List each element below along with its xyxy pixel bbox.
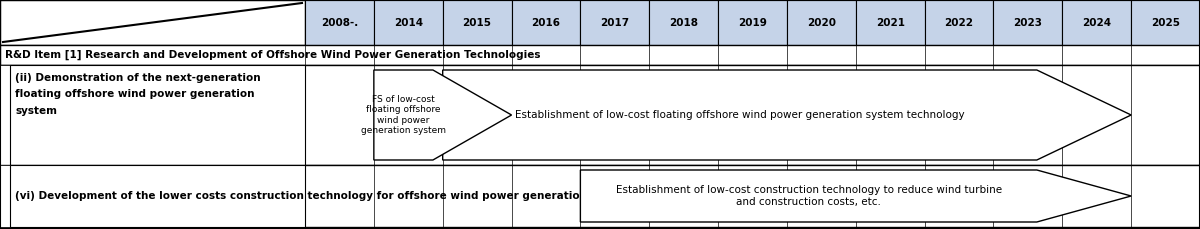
Text: 2014: 2014 xyxy=(394,17,422,27)
Bar xyxy=(305,0,374,45)
Text: (vi) Development of the lower costs construction technology for offshore wind po: (vi) Development of the lower costs cons… xyxy=(14,191,587,201)
Polygon shape xyxy=(443,70,1132,160)
Bar xyxy=(925,0,994,45)
Bar xyxy=(649,0,718,45)
Bar xyxy=(10,165,305,227)
Bar xyxy=(511,0,581,45)
Bar xyxy=(0,165,1200,227)
Bar xyxy=(787,0,856,45)
Text: 2015: 2015 xyxy=(463,17,492,27)
Bar xyxy=(443,0,511,45)
Text: Establishment of low-cost floating offshore wind power generation system technol: Establishment of low-cost floating offsh… xyxy=(515,110,965,120)
Text: 2021: 2021 xyxy=(876,17,905,27)
Bar xyxy=(0,165,10,227)
Text: 2025: 2025 xyxy=(1151,17,1180,27)
Bar xyxy=(0,65,1200,165)
Text: 2017: 2017 xyxy=(600,17,629,27)
Bar xyxy=(0,45,1200,65)
Text: FS of low-cost
floating offshore
wind power
generation system: FS of low-cost floating offshore wind po… xyxy=(361,95,446,135)
Bar xyxy=(994,0,1062,45)
Text: 2023: 2023 xyxy=(1013,17,1043,27)
Bar xyxy=(856,0,925,45)
Text: (ii) Demonstration of the next-generation
floating offshore wind power generatio: (ii) Demonstration of the next-generatio… xyxy=(14,73,260,116)
Text: 2018: 2018 xyxy=(670,17,698,27)
Bar xyxy=(581,0,649,45)
Polygon shape xyxy=(581,170,1132,222)
Text: 2024: 2024 xyxy=(1082,17,1111,27)
Bar xyxy=(374,0,443,45)
Text: 2022: 2022 xyxy=(944,17,973,27)
Text: 2020: 2020 xyxy=(806,17,836,27)
Text: R&D Item [1] Research and Development of Offshore Wind Power Generation Technolo: R&D Item [1] Research and Development of… xyxy=(5,50,540,60)
Bar xyxy=(1062,0,1132,45)
Bar xyxy=(718,0,787,45)
Text: 2016: 2016 xyxy=(532,17,560,27)
Text: 2008-.: 2008-. xyxy=(320,17,358,27)
Polygon shape xyxy=(374,70,511,160)
Text: Establishment of low-cost construction technology to reduce wind turbine
and con: Establishment of low-cost construction t… xyxy=(616,185,1002,207)
Bar xyxy=(0,65,10,165)
Bar xyxy=(1132,0,1200,45)
Bar xyxy=(0,0,305,45)
Text: 2019: 2019 xyxy=(738,17,767,27)
Bar xyxy=(10,65,305,165)
